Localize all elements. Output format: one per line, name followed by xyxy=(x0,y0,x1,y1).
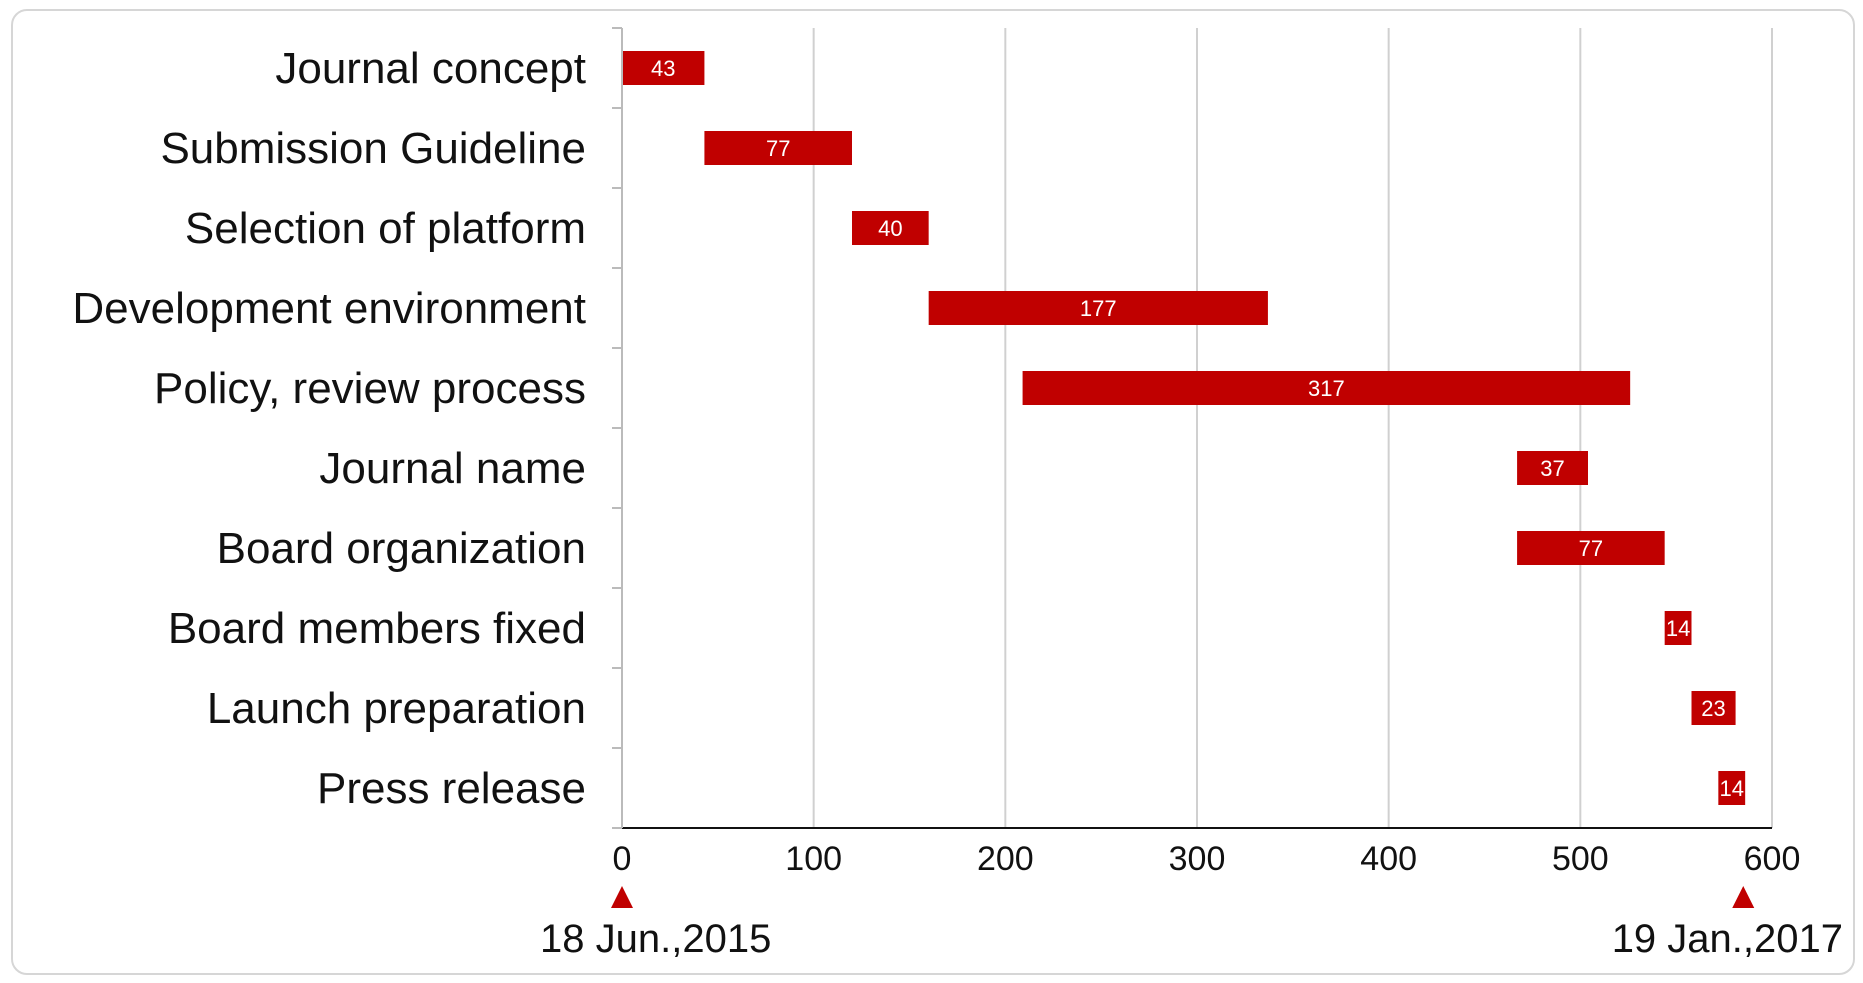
gantt-bar xyxy=(852,211,929,245)
gantt-bar xyxy=(1718,771,1746,805)
bar-data-label: 177 xyxy=(1080,296,1117,321)
chart-frame xyxy=(11,9,1855,975)
date-markers: 18 Jun.,2015 19 Jan.,2017 xyxy=(540,886,1843,961)
gantt-bar xyxy=(622,51,705,85)
gantt-bar xyxy=(1517,531,1665,565)
x-tick-label: 500 xyxy=(1552,840,1609,878)
start-date-label: 18 Jun.,2015 xyxy=(540,917,771,961)
bar-data-label: 77 xyxy=(766,136,790,161)
x-tick-labels: 0 100 200 300 400 500 600 xyxy=(613,840,1801,878)
gantt-bar xyxy=(1691,691,1736,725)
category-label: Board organization xyxy=(217,524,586,573)
gantt-bar xyxy=(1664,611,1692,645)
bar-data-label: 14 xyxy=(1720,776,1744,801)
bar-data-label: 37 xyxy=(1540,456,1564,481)
bar-data-label: 14 xyxy=(1666,616,1690,641)
bar-data-label: 317 xyxy=(1308,376,1345,401)
bar-data-label: 77 xyxy=(1579,536,1603,561)
category-label: Launch preparation xyxy=(207,684,586,733)
gantt-bar xyxy=(704,131,852,165)
category-labels: Journal concept Submission Guideline Selec… xyxy=(72,44,586,813)
bar-data-label: 40 xyxy=(878,216,902,241)
x-tick-label: 100 xyxy=(785,840,842,878)
category-label: Selection of platform xyxy=(185,204,586,253)
x-tick-label: 200 xyxy=(977,840,1034,878)
gantt-bar xyxy=(1517,451,1588,485)
axes xyxy=(612,27,1772,829)
end-triangle-marker xyxy=(1732,886,1755,908)
category-label: Submission Guideline xyxy=(160,124,586,173)
x-tick-label: 400 xyxy=(1360,840,1417,878)
category-label: Journal concept xyxy=(275,44,586,93)
end-date-label: 19 Jan.,2017 xyxy=(1612,917,1843,961)
bar-data-label: 23 xyxy=(1701,696,1725,721)
category-label: Press release xyxy=(317,764,586,813)
gantt-bar xyxy=(928,291,1268,325)
category-label: Policy, review process xyxy=(154,364,586,413)
x-tick-label: 600 xyxy=(1744,840,1801,878)
grid-lines xyxy=(812,28,1773,828)
bars: 43 77 40 177 317 37 77 14 23 14 xyxy=(622,51,1746,805)
start-triangle-marker xyxy=(611,886,633,908)
x-tick-label: 300 xyxy=(1169,840,1226,878)
category-label: Board members fixed xyxy=(168,604,586,653)
category-label: Journal name xyxy=(319,444,586,493)
gantt-bar xyxy=(1022,371,1631,405)
category-label: Development environment xyxy=(72,284,586,333)
bar-data-label: 43 xyxy=(651,56,675,81)
x-tick-label: 0 xyxy=(613,840,632,878)
